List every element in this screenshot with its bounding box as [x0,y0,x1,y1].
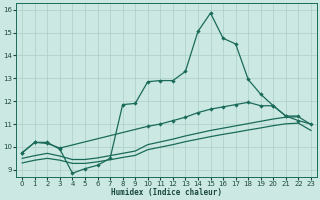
X-axis label: Humidex (Indice chaleur): Humidex (Indice chaleur) [111,188,222,197]
